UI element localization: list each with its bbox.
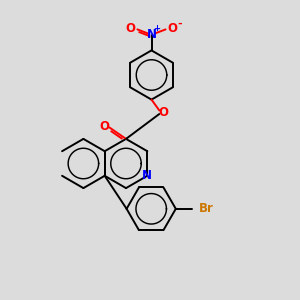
Text: O: O bbox=[125, 22, 136, 35]
Text: Br: Br bbox=[199, 202, 214, 215]
Text: N: N bbox=[146, 28, 157, 41]
Text: -: - bbox=[177, 19, 182, 29]
Text: N: N bbox=[142, 169, 152, 182]
Text: +: + bbox=[153, 24, 161, 33]
Text: O: O bbox=[167, 22, 178, 35]
Text: O: O bbox=[158, 106, 168, 119]
Text: O: O bbox=[99, 119, 109, 133]
